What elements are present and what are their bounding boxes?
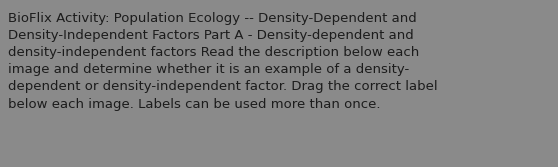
Text: BioFlix Activity: Population Ecology -- Density-Dependent and
Density-Independen: BioFlix Activity: Population Ecology -- … <box>8 12 437 111</box>
